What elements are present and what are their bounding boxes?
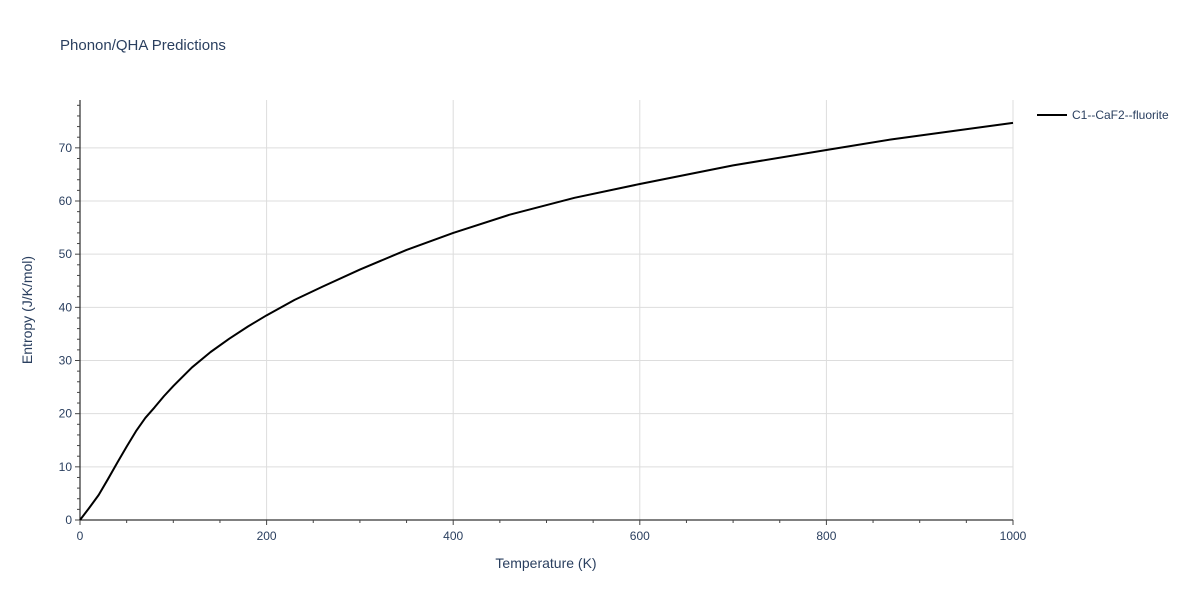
x-tick-label: 1000 bbox=[1000, 529, 1027, 543]
y-axis-title: Entropy (J/K/mol) bbox=[19, 256, 35, 364]
x-axis-title: Temperature (K) bbox=[495, 555, 596, 571]
y-tick-label: 20 bbox=[59, 407, 73, 421]
y-tick-label: 40 bbox=[59, 300, 73, 314]
x-tick-label: 400 bbox=[443, 529, 463, 543]
legend-label: C1--CaF2--fluorite bbox=[1072, 108, 1169, 122]
legend[interactable]: C1--CaF2--fluorite bbox=[1037, 108, 1169, 122]
chart-title: Phonon/QHA Predictions bbox=[60, 37, 226, 54]
y-tick-label: 60 bbox=[59, 194, 73, 208]
series-line bbox=[79, 121, 1014, 521]
y-tick-label: 10 bbox=[59, 460, 73, 474]
series-layer bbox=[79, 121, 1014, 521]
y-tick-label: 0 bbox=[65, 513, 72, 527]
axes: 0 200 400 600 800 1000 0 10 20 30 40 50 60 70 bbox=[59, 100, 1027, 543]
x-tick-label: 600 bbox=[630, 529, 650, 543]
x-tick-label: 0 bbox=[77, 529, 84, 543]
x-tick-label: 200 bbox=[257, 529, 277, 543]
y-tick-label: 30 bbox=[59, 354, 73, 368]
y-tick-label: 50 bbox=[59, 247, 73, 261]
grid bbox=[80, 100, 1014, 520]
x-tick-label: 800 bbox=[816, 529, 836, 543]
y-tick-label: 70 bbox=[59, 141, 73, 155]
